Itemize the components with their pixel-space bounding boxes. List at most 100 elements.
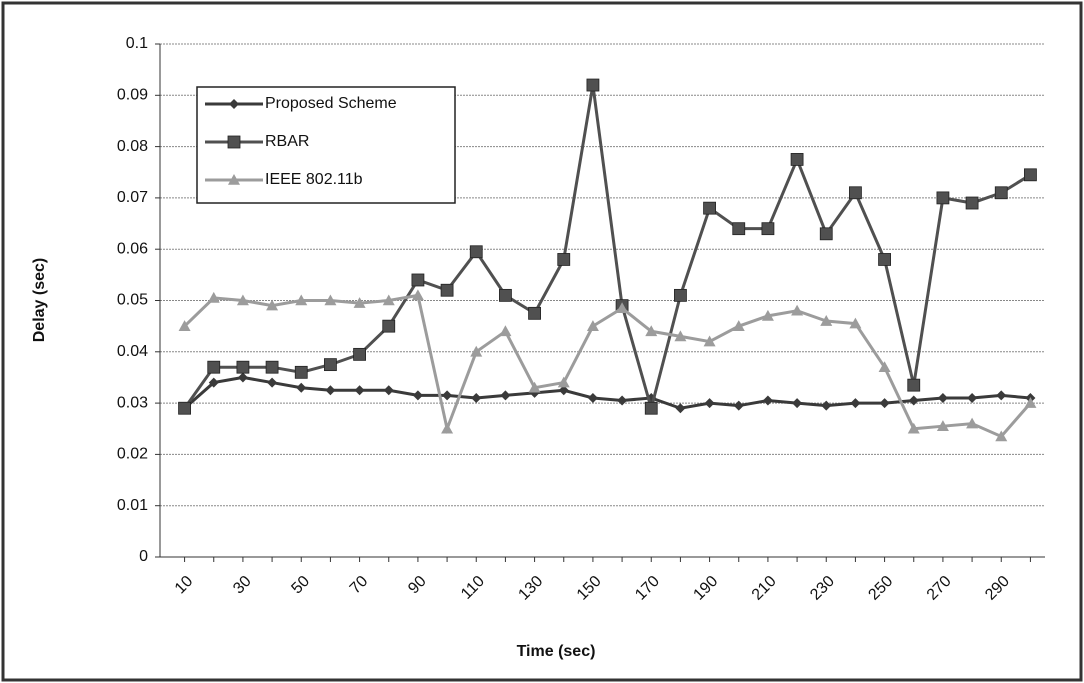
marker bbox=[499, 325, 512, 337]
marker bbox=[294, 365, 308, 379]
marker bbox=[325, 385, 336, 396]
marker bbox=[383, 385, 394, 396]
y-tick-label: 0 bbox=[139, 548, 148, 565]
marker bbox=[849, 186, 862, 200]
marker bbox=[557, 253, 571, 266]
marker bbox=[879, 398, 890, 409]
y-tick-label: 0.01 bbox=[117, 497, 148, 514]
marker bbox=[237, 372, 248, 383]
marker bbox=[499, 288, 512, 302]
series-line bbox=[183, 375, 1031, 410]
marker bbox=[528, 306, 541, 320]
marker bbox=[1024, 397, 1037, 408]
marker bbox=[849, 317, 862, 329]
marker bbox=[996, 390, 1007, 401]
marker bbox=[558, 385, 569, 396]
x-axis-title: Time (sec) bbox=[517, 643, 596, 660]
marker bbox=[790, 153, 804, 166]
marker bbox=[471, 392, 482, 403]
marker bbox=[761, 222, 775, 236]
marker bbox=[208, 377, 219, 388]
y-tick-label: 0.04 bbox=[117, 343, 148, 360]
marker bbox=[966, 417, 979, 429]
marker bbox=[878, 253, 891, 266]
marker bbox=[229, 99, 239, 109]
marker bbox=[732, 222, 746, 236]
marker bbox=[819, 227, 833, 241]
marker bbox=[265, 360, 279, 374]
marker bbox=[440, 283, 454, 297]
marker bbox=[353, 347, 366, 361]
marker bbox=[674, 288, 687, 302]
marker bbox=[295, 294, 308, 306]
marker bbox=[645, 325, 658, 337]
marker bbox=[908, 395, 919, 406]
marker bbox=[586, 78, 600, 92]
marker bbox=[761, 309, 774, 321]
marker bbox=[382, 294, 395, 306]
marker bbox=[207, 291, 220, 303]
marker bbox=[907, 422, 920, 434]
y-tick-label: 0.05 bbox=[117, 292, 148, 309]
marker bbox=[228, 174, 240, 185]
marker bbox=[470, 345, 483, 357]
marker bbox=[500, 390, 511, 401]
marker bbox=[616, 302, 629, 313]
marker bbox=[227, 135, 241, 149]
marker bbox=[703, 201, 716, 215]
marker bbox=[792, 398, 803, 409]
marker bbox=[732, 320, 745, 331]
marker bbox=[178, 320, 191, 331]
marker bbox=[1024, 168, 1037, 182]
legend-label: RBAR bbox=[265, 133, 309, 150]
marker bbox=[733, 400, 744, 411]
marker bbox=[995, 430, 1008, 442]
marker bbox=[820, 315, 833, 326]
marker bbox=[850, 398, 861, 409]
series-line bbox=[183, 293, 1032, 439]
marker bbox=[353, 297, 366, 308]
marker bbox=[965, 196, 979, 210]
marker bbox=[644, 401, 658, 415]
marker bbox=[675, 403, 686, 414]
marker bbox=[441, 422, 454, 434]
marker bbox=[907, 378, 921, 392]
marker bbox=[442, 390, 453, 401]
marker bbox=[411, 273, 425, 287]
y-tick-label: 0.02 bbox=[117, 446, 148, 463]
marker bbox=[324, 294, 337, 306]
marker bbox=[937, 392, 948, 403]
marker bbox=[936, 191, 950, 205]
marker bbox=[382, 319, 396, 333]
marker bbox=[324, 358, 337, 372]
marker bbox=[296, 382, 307, 393]
marker bbox=[266, 299, 279, 311]
marker bbox=[967, 392, 978, 403]
marker bbox=[411, 289, 424, 301]
marker bbox=[617, 395, 628, 406]
marker bbox=[587, 392, 598, 403]
marker bbox=[236, 360, 250, 374]
marker bbox=[412, 390, 423, 401]
marker bbox=[207, 360, 221, 374]
marker bbox=[354, 385, 365, 396]
y-tick-label: 0.1 bbox=[126, 35, 148, 52]
marker bbox=[178, 401, 191, 415]
y-tick-label: 0.08 bbox=[117, 138, 148, 155]
marker bbox=[762, 395, 773, 406]
y-tick-label: 0.07 bbox=[117, 189, 148, 206]
marker bbox=[791, 304, 804, 316]
marker bbox=[994, 186, 1008, 200]
marker bbox=[703, 335, 716, 347]
y-axis-title: Delay (sec) bbox=[31, 258, 48, 343]
y-tick-label: 0.03 bbox=[117, 394, 148, 411]
y-tick-label: 0.09 bbox=[117, 87, 148, 104]
marker bbox=[236, 294, 249, 306]
marker bbox=[267, 377, 278, 388]
marker bbox=[586, 320, 599, 331]
y-tick-label: 0.06 bbox=[117, 240, 148, 257]
legend-label: Proposed Scheme bbox=[265, 95, 397, 112]
